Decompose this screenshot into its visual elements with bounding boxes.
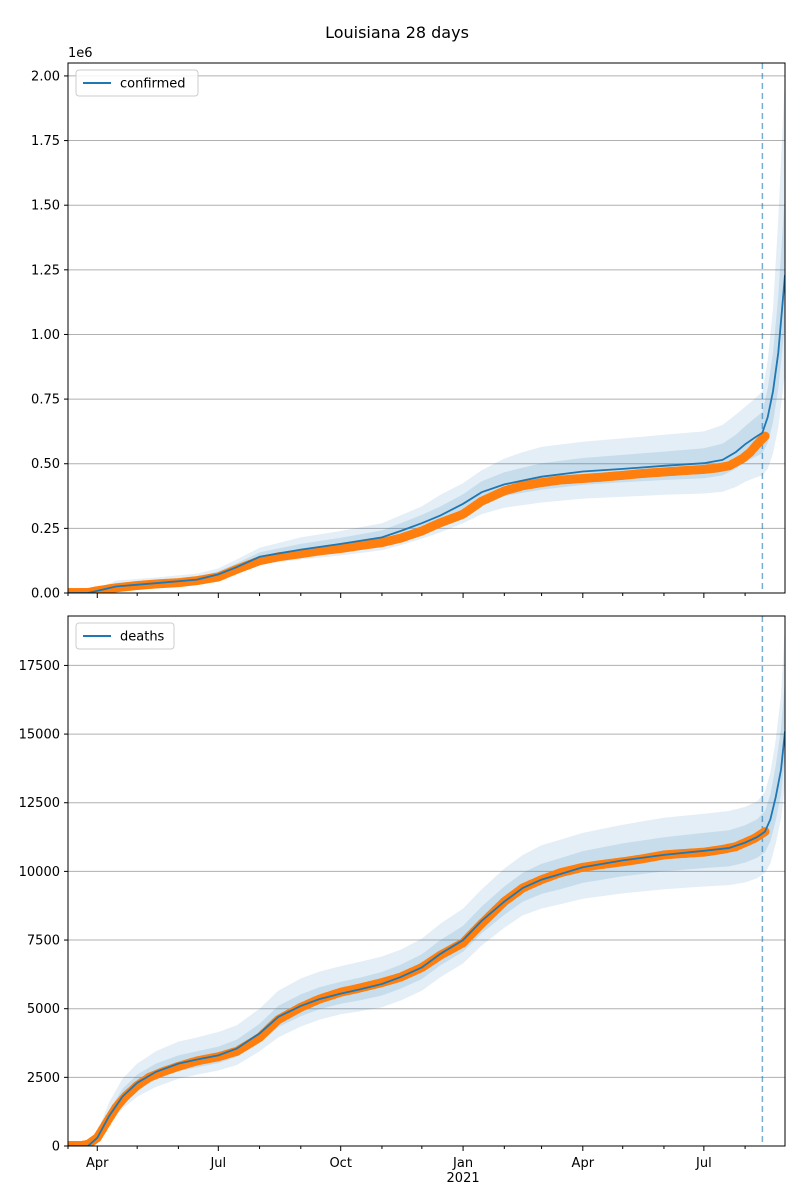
deaths-model-line <box>68 731 785 1146</box>
deaths-legend-box <box>75 622 175 650</box>
deaths-ytick-label: 2500 <box>27 1071 60 1086</box>
confirmed-model-line <box>68 274 785 593</box>
xtick-label: Apr <box>572 1156 595 1171</box>
deaths-ytick-label: 0 <box>52 1140 60 1155</box>
confirmed-ytick-label: 1.00 <box>31 328 60 343</box>
confirmed-legend-label: confirmed <box>120 77 186 92</box>
confirmed-ytick-label: 0.25 <box>31 522 60 537</box>
confirmed-legend: confirmed <box>75 69 199 97</box>
confirmed-ytick-label: 0.75 <box>31 393 60 408</box>
xtick-year-label: 2021 <box>447 1171 480 1186</box>
deaths-ytick-label: 7500 <box>27 934 60 949</box>
confirmed-offset-label: 1e6 <box>68 46 93 61</box>
confirmed-uncertainty-band <box>68 75 785 593</box>
confirmed-plot-area <box>68 63 785 593</box>
deaths-ytick-label: 10000 <box>19 865 60 880</box>
confirmed-axes-frame <box>67 62 786 594</box>
confirmed-ytick-label: 1.75 <box>31 134 60 149</box>
confirmed-ytick-label: 1.25 <box>31 263 60 278</box>
chart-title: Louisiana 28 days <box>325 23 469 42</box>
deaths-ytick-label: 15000 <box>19 728 60 743</box>
deaths-legend-label: deaths <box>120 630 165 645</box>
confirmed-legend-box <box>75 69 199 97</box>
confirmed-observed-points <box>68 431 770 593</box>
deaths-legend: deaths <box>75 622 175 650</box>
xtick-label: Jul <box>209 1156 226 1171</box>
xtick-label: Jan <box>452 1156 473 1171</box>
deaths-panel: 0 2500 5000 7500 10000 12500 15000 17500 Apr Jul O… <box>19 615 786 1186</box>
xtick-label: Jul <box>695 1156 712 1171</box>
deaths-ytick-label: 5000 <box>27 1002 60 1017</box>
deaths-ytick-label: 17500 <box>19 659 60 674</box>
confirmed-uncertainty-band <box>68 192 785 593</box>
confirmed-ytick-label: 0.50 <box>31 457 60 472</box>
deaths-uncertainty-band <box>68 624 785 1146</box>
confirmed-panel: 0.00 0.25 0.50 0.75 1.00 1.25 1.50 1.75 2.00 1e6 c… <box>31 46 786 602</box>
confirmed-ytick-label: 0.00 <box>31 587 60 602</box>
deaths-plot-area <box>68 616 785 1146</box>
confirmed-ytick-label: 2.00 <box>31 69 60 84</box>
deaths-axes-frame <box>67 615 786 1147</box>
xtick-label: Apr <box>86 1156 109 1171</box>
xtick-label: Oct <box>329 1156 351 1171</box>
confirmed-ytick-label: 1.50 <box>31 199 60 214</box>
deaths-ytick-label: 12500 <box>19 796 60 811</box>
confirmed-observed-point <box>760 431 770 441</box>
